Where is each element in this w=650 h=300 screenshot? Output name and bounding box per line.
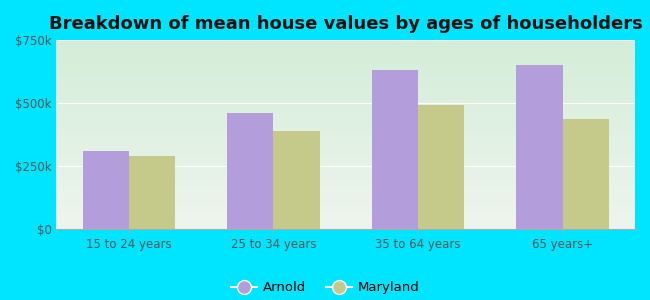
Bar <box>516 65 563 229</box>
Bar <box>372 70 418 229</box>
Bar <box>129 156 175 229</box>
Bar <box>274 130 320 229</box>
Legend: Arnold, Maryland: Arnold, Maryland <box>226 276 424 299</box>
Title: Breakdown of mean house values by ages of householders: Breakdown of mean house values by ages o… <box>49 15 643 33</box>
Bar <box>83 151 129 229</box>
Bar <box>227 113 274 229</box>
Bar <box>563 119 609 229</box>
Bar <box>418 106 464 229</box>
